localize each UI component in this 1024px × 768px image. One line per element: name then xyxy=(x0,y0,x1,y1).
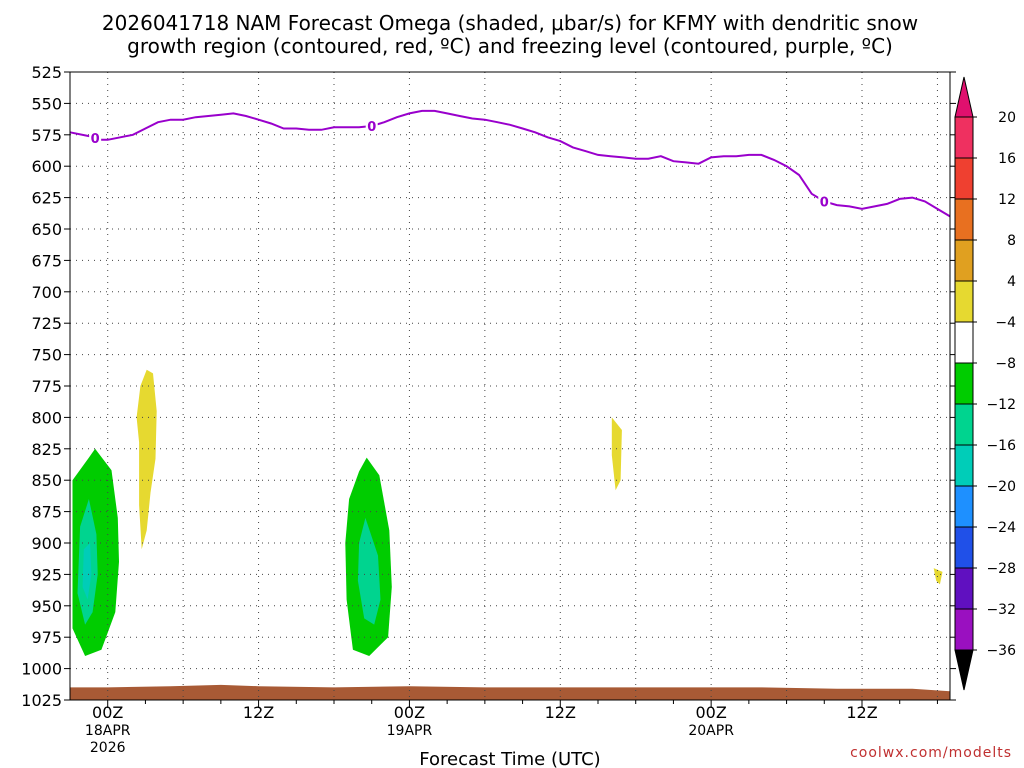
colorbar-segment xyxy=(954,362,974,405)
y-tick-label: 875 xyxy=(31,503,62,522)
y-tick-label: 775 xyxy=(31,377,62,396)
colorbar-label: 12 xyxy=(998,192,1016,208)
colorbar-label: −24 xyxy=(986,520,1016,536)
x-tick-label: 12Z xyxy=(545,703,576,722)
x-axis-label: Forecast Time (UTC) xyxy=(419,749,600,768)
omega-yellow-3 xyxy=(933,568,943,585)
chart-title-line1: 2026041718 NAM Forecast Omega (shaded, μ… xyxy=(102,11,918,35)
colorbar-segment xyxy=(954,157,974,200)
y-tick-label: 650 xyxy=(31,220,62,239)
y-tick-label: 625 xyxy=(31,189,62,208)
y-tick-label: 525 xyxy=(31,63,62,82)
colorbar-label: −28 xyxy=(986,561,1016,577)
colorbar-segment xyxy=(954,321,974,364)
y-tick-label: 575 xyxy=(31,126,62,145)
y-tick-label: 800 xyxy=(31,408,62,427)
x-tick-year: 2026 xyxy=(90,740,126,756)
contour-label-bg xyxy=(818,193,831,210)
colorbar-label: −32 xyxy=(986,602,1016,618)
y-tick-label: 1000 xyxy=(21,660,62,679)
contour-label-bg xyxy=(89,129,102,146)
colorbar-segment xyxy=(954,403,974,446)
x-tick-label: 00Z xyxy=(92,703,123,722)
omega-yellow-1 xyxy=(136,369,157,550)
y-tick-label: 675 xyxy=(31,251,62,270)
colorbar-segment xyxy=(954,198,974,241)
x-tick-label: 00Z xyxy=(394,703,425,722)
colorbar-label: −16 xyxy=(986,438,1016,454)
contour-label-bg xyxy=(365,118,378,135)
colorbar-segment xyxy=(954,280,974,323)
surface-ground-area xyxy=(70,684,950,700)
colorbar-segment xyxy=(954,239,974,282)
colorbar-label: −4 xyxy=(995,315,1016,331)
y-tick-label: 725 xyxy=(31,314,62,333)
plot-fills xyxy=(70,72,950,700)
omega-cyan-1 xyxy=(82,543,92,600)
colorbar-segment xyxy=(954,608,974,651)
omega-yellow-2 xyxy=(611,417,622,491)
colorbar-label: 16 xyxy=(998,151,1016,167)
colorbar-segment xyxy=(954,444,974,487)
colorbar-segment xyxy=(954,567,974,610)
y-tick-label: 925 xyxy=(31,565,62,584)
x-tick-label: 00Z xyxy=(695,703,726,722)
colorbar-label: 8 xyxy=(1007,233,1016,249)
colorbar-label: 20 xyxy=(998,110,1016,126)
colorbar-label: −12 xyxy=(986,397,1016,413)
y-tick-label: 825 xyxy=(31,440,62,459)
y-tick-label: 1025 xyxy=(21,691,62,710)
plot-background xyxy=(70,72,950,700)
freezing-level-contour-label: 0 xyxy=(367,120,376,135)
colorbar-bottom-arrow xyxy=(954,649,974,691)
plot-lines: 0 0 0 xyxy=(69,109,951,218)
y-tick-label: 600 xyxy=(31,157,62,176)
x-tick-label: 12Z xyxy=(846,703,877,722)
y-tick-label: 975 xyxy=(31,628,62,647)
y-tick-label: 700 xyxy=(31,283,62,302)
y-tick-label: 850 xyxy=(31,471,62,490)
y-tick-label: 750 xyxy=(31,346,62,365)
y-tick-label: 950 xyxy=(31,597,62,616)
colorbar-label: 4 xyxy=(1007,274,1016,290)
omega-teal-2 xyxy=(357,517,381,625)
x-tick-date: 19APR xyxy=(387,723,433,739)
y-tick-label: 900 xyxy=(31,534,62,553)
freezing-level-contour-label: 0 xyxy=(820,195,829,210)
freezing-level-contour-label: 0 xyxy=(91,132,100,147)
colorbar-label: −8 xyxy=(995,356,1016,372)
colorbar-top-arrow xyxy=(954,76,974,118)
watermark: coolwx.com/modelts xyxy=(850,745,1012,761)
colorbar-label: −20 xyxy=(986,479,1016,495)
colorbar-segment xyxy=(954,526,974,569)
chart-title-line2: growth region (contoured, red, ºC) and f… xyxy=(127,34,893,58)
x-tick-date: 18APR xyxy=(85,723,131,739)
x-tick-date: 20APR xyxy=(688,723,734,739)
freezing-level-line xyxy=(69,109,951,218)
x-tick-label: 12Z xyxy=(243,703,274,722)
y-axis-ticks: 525 550 575 600 625 650 675 700 725 750 775 800 825 8… xyxy=(21,63,956,710)
colorbar-segment xyxy=(954,485,974,528)
y-tick-label: 550 xyxy=(31,94,62,113)
colorbar: 20 16 12 8 4 −4 −8 −12 −16 −20 −24 −28 −32 −36 xyxy=(954,76,1016,691)
colorbar-label: −36 xyxy=(986,643,1016,659)
colorbar-segment xyxy=(954,116,974,159)
